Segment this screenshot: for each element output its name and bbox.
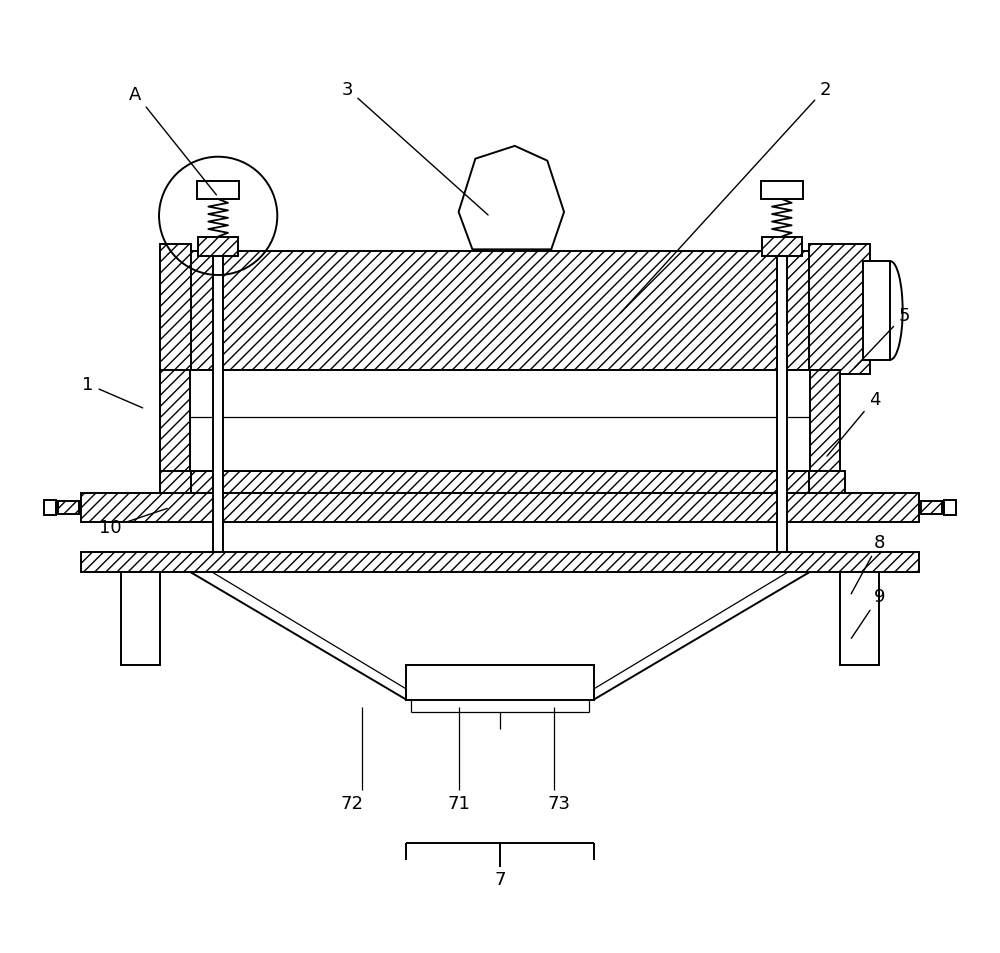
- Polygon shape: [190, 370, 810, 472]
- Polygon shape: [44, 500, 56, 516]
- Text: 3: 3: [342, 81, 488, 215]
- Polygon shape: [190, 252, 810, 370]
- Text: 2: 2: [620, 81, 831, 314]
- Polygon shape: [198, 237, 238, 257]
- Text: 8: 8: [851, 534, 885, 594]
- Text: 5: 5: [855, 307, 910, 368]
- Text: 1: 1: [82, 376, 143, 409]
- Polygon shape: [160, 245, 191, 375]
- Polygon shape: [810, 370, 840, 472]
- Text: 9: 9: [851, 588, 885, 639]
- Polygon shape: [58, 501, 79, 515]
- Text: 7: 7: [494, 870, 506, 888]
- Polygon shape: [406, 665, 594, 700]
- Polygon shape: [761, 182, 803, 200]
- Polygon shape: [944, 500, 956, 516]
- Polygon shape: [190, 472, 810, 494]
- Text: 72: 72: [341, 795, 364, 812]
- Polygon shape: [121, 572, 160, 665]
- Polygon shape: [840, 572, 879, 665]
- Polygon shape: [459, 147, 564, 250]
- Text: 73: 73: [548, 795, 571, 812]
- Polygon shape: [160, 472, 191, 494]
- Polygon shape: [921, 501, 942, 515]
- Text: 71: 71: [447, 795, 470, 812]
- Polygon shape: [197, 182, 239, 200]
- Text: A: A: [129, 86, 216, 195]
- Text: 10: 10: [99, 509, 167, 537]
- Polygon shape: [762, 237, 802, 257]
- Polygon shape: [863, 262, 890, 360]
- Polygon shape: [777, 257, 787, 553]
- Polygon shape: [213, 257, 223, 553]
- Polygon shape: [809, 472, 845, 494]
- Polygon shape: [809, 245, 870, 375]
- Polygon shape: [160, 370, 190, 472]
- Polygon shape: [81, 553, 919, 572]
- Polygon shape: [81, 494, 919, 523]
- Text: 4: 4: [827, 391, 880, 456]
